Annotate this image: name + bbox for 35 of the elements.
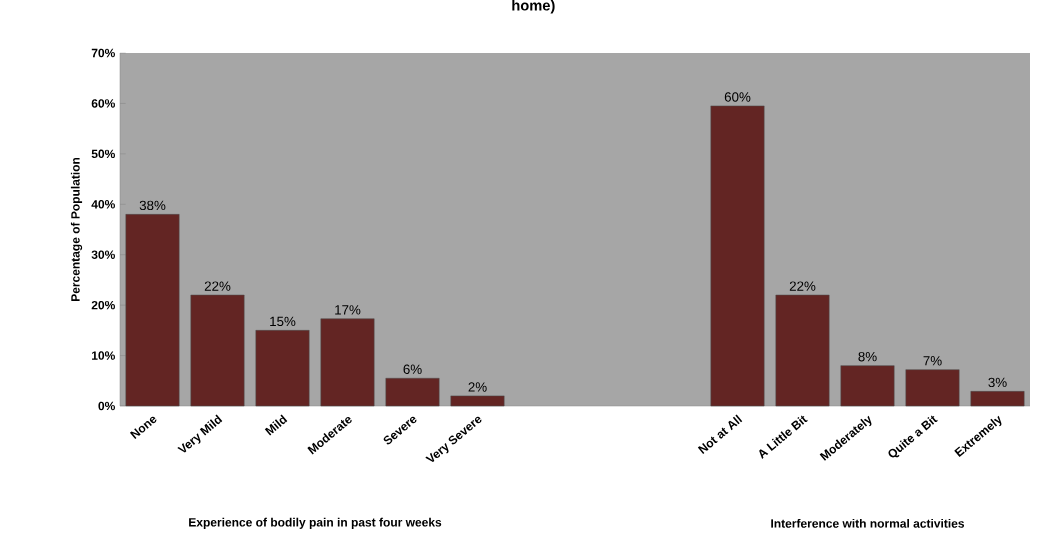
bar [255, 330, 310, 407]
y-tick-label: 20% [91, 300, 115, 310]
data-label: 2% [468, 382, 487, 392]
bar [385, 377, 440, 407]
y-axis-title: Percentage of Population [70, 157, 83, 302]
y-tick-label: 60% [91, 99, 115, 108]
data-label: 3% [988, 377, 1007, 388]
bar [450, 395, 505, 407]
data-label: 17% [335, 305, 361, 315]
y-tick-label: 40% [91, 200, 115, 209]
x-tick-label: Not at All [697, 414, 743, 454]
data-label: 8% [858, 351, 877, 362]
data-label: 60% [724, 92, 751, 102]
text: Experience of bodily pain in past four weeks [189, 517, 442, 529]
bar [320, 318, 375, 407]
bar [970, 391, 1025, 407]
data-label: 6% [403, 364, 422, 374]
y-tick-label: 30% [91, 250, 115, 259]
bar [905, 369, 960, 407]
bar [775, 294, 830, 407]
y-tick-label: 70% [91, 48, 115, 58]
chart-title: home) [512, 0, 555, 14]
bar [125, 214, 180, 407]
y-tick-label: 10% [92, 351, 115, 360]
bar [190, 294, 245, 407]
data-label: 15% [270, 316, 296, 327]
bar [710, 105, 765, 407]
text: Interference with normal activities [771, 518, 965, 528]
data-label: 38% [139, 200, 166, 211]
data-label: 22% [204, 281, 231, 291]
data-label: 7% [923, 356, 942, 366]
y-tick-label: 50% [91, 149, 115, 159]
y-tick-label: 0% [98, 401, 115, 411]
bar [840, 365, 895, 407]
data-label: 22% [789, 281, 816, 291]
